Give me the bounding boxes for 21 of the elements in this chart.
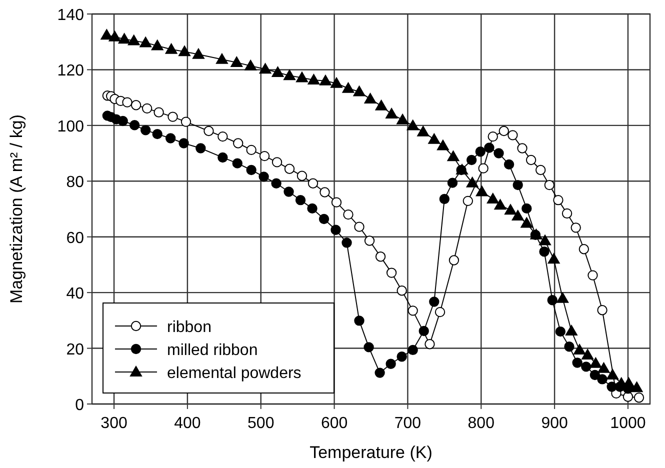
y-tick-label: 40 (66, 286, 84, 303)
y-tick-label: 20 (66, 341, 84, 358)
y-tick-label: 140 (57, 7, 84, 24)
x-tick-label: 900 (541, 415, 568, 432)
legend-label: elemental powders (167, 365, 302, 382)
x-tick-label: 1000 (610, 415, 646, 432)
x-tick-label: 600 (320, 415, 348, 432)
x-axis-title: Temperature (K) (310, 443, 432, 462)
x-tick-label: 800 (468, 415, 495, 432)
legend-label: milled ribbon (167, 342, 258, 359)
legend-label: ribbon (167, 319, 212, 336)
y-tick-label: 0 (75, 397, 84, 414)
y-tick-label: 120 (57, 62, 84, 80)
y-tick-label: 60 (66, 230, 84, 247)
y-axis-title: Magnetization (A m² / kg) (7, 114, 26, 304)
x-tick-label: 400 (174, 415, 201, 432)
x-tick-label: 500 (248, 415, 274, 432)
x-tick-label: 700 (394, 415, 422, 432)
y-tick-label: 100 (57, 118, 84, 136)
y-tick-label: 80 (66, 174, 84, 192)
x-tick-label: 300 (100, 415, 128, 432)
